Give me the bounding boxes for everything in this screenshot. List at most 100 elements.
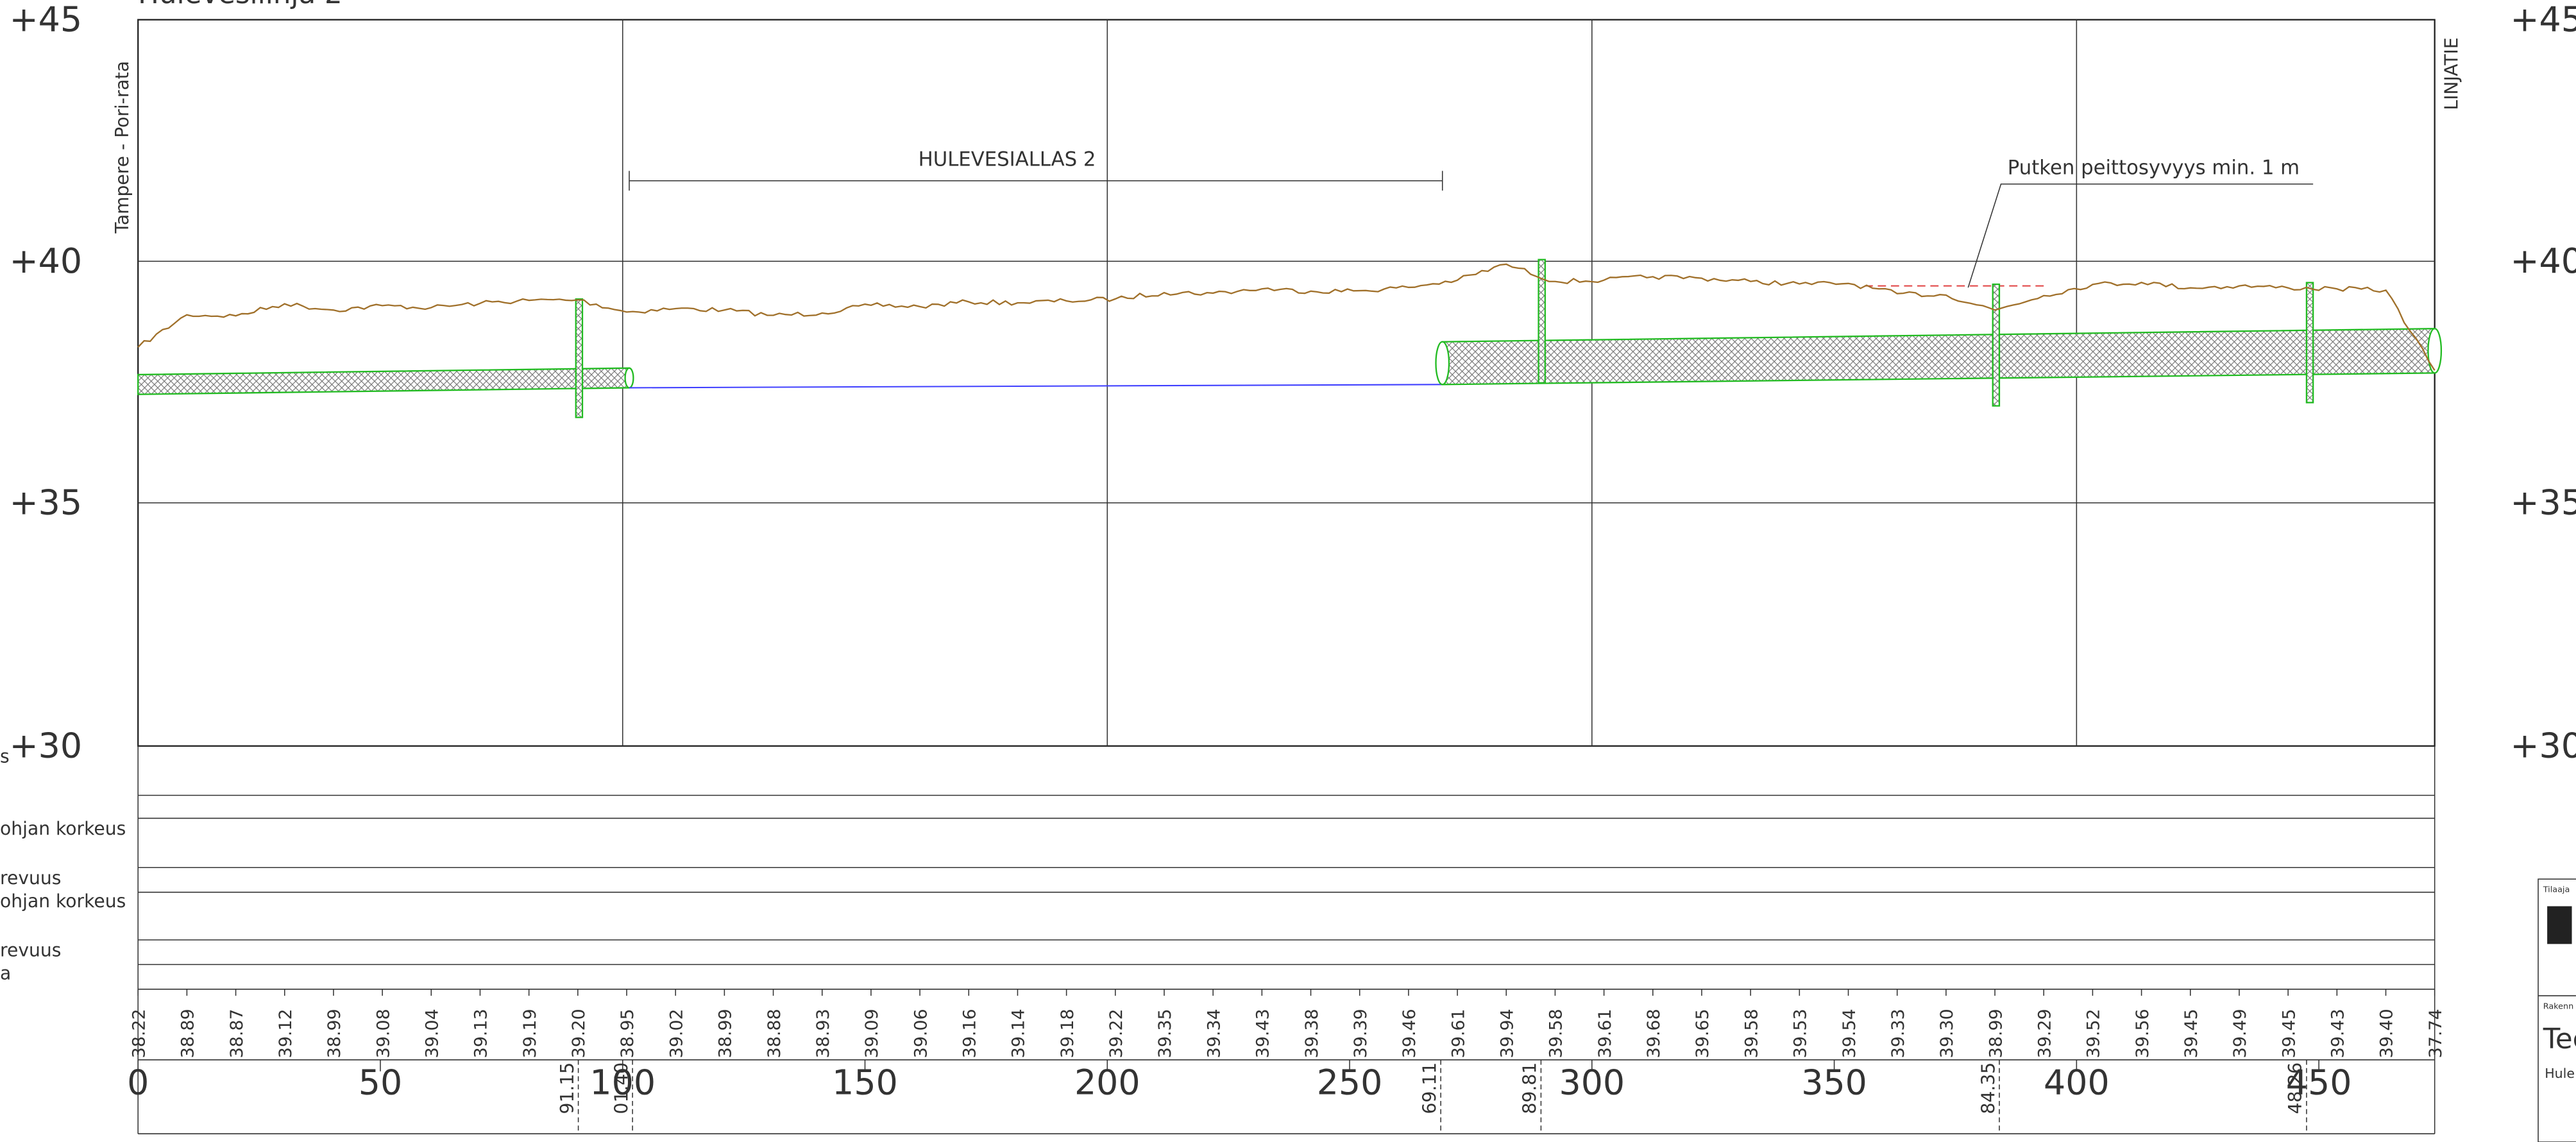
elevation-label: +40 bbox=[10, 241, 82, 281]
ground-level: 39.45 bbox=[2182, 1009, 2201, 1058]
ground-level: 39.43 bbox=[2328, 1009, 2348, 1058]
elevation-label: +40 bbox=[2510, 241, 2576, 281]
ground-level: 39.19 bbox=[520, 1009, 540, 1058]
ground-level: 38.99 bbox=[325, 1009, 344, 1058]
ground-level: 37.74 bbox=[2426, 1009, 2446, 1058]
project-name: Tec bbox=[2543, 1023, 2576, 1055]
pipe-end bbox=[1435, 341, 1450, 386]
project-subtitle: Hule bbox=[2545, 1066, 2575, 1081]
station-label: 300 bbox=[1559, 1062, 1625, 1103]
ground-level: 39.33 bbox=[1888, 1009, 1908, 1058]
start-label: Tampere - Pori-rata bbox=[112, 61, 133, 234]
ground-level: 39.58 bbox=[1741, 1009, 1761, 1058]
basin-line bbox=[629, 384, 1443, 389]
ground-level: 39.02 bbox=[666, 1009, 686, 1058]
manhole bbox=[1538, 259, 1546, 384]
project-label: Rakenn bbox=[2543, 1002, 2574, 1012]
ground-level: 38.95 bbox=[618, 1009, 638, 1058]
client-logo bbox=[2547, 906, 2572, 944]
manhole bbox=[575, 298, 584, 418]
structure-level: 91.15 bbox=[557, 1062, 578, 1114]
ground-level: 39.12 bbox=[276, 1009, 296, 1058]
ground-level: 39.58 bbox=[1546, 1009, 1566, 1058]
ground-level: 38.93 bbox=[813, 1009, 833, 1058]
elevation-label: +30 bbox=[2510, 726, 2576, 766]
ground-level: 39.56 bbox=[2133, 1009, 2153, 1058]
structure-level: 84.35 bbox=[1978, 1062, 1999, 1114]
ground-level: 39.46 bbox=[1400, 1009, 1419, 1058]
elevation-label: +35 bbox=[2510, 482, 2576, 523]
ground-level: 39.39 bbox=[1351, 1009, 1371, 1058]
elevation-label: +45 bbox=[2510, 0, 2576, 40]
pipe-end bbox=[624, 367, 634, 389]
ground-level: 39.54 bbox=[1840, 1009, 1860, 1058]
ground-level: 39.04 bbox=[423, 1009, 443, 1058]
ground-level: 39.35 bbox=[1155, 1009, 1175, 1058]
client-label: Tilaaja bbox=[2543, 885, 2570, 895]
ground-level: 38.89 bbox=[178, 1009, 198, 1058]
structure-level: 01.40 bbox=[611, 1062, 632, 1114]
ground-level: 39.22 bbox=[1106, 1009, 1126, 1058]
ground-level: 39.61 bbox=[1448, 1009, 1468, 1058]
station-label: 100 bbox=[589, 1062, 656, 1103]
ground-level: 38.87 bbox=[227, 1009, 247, 1058]
drawing-title: Hulevesilinja 2 bbox=[138, 0, 342, 10]
station-label: 350 bbox=[1801, 1062, 1867, 1103]
ground-level: 39.68 bbox=[1644, 1009, 1664, 1058]
title-block bbox=[2538, 878, 2576, 1142]
cover-leader bbox=[1967, 183, 2314, 288]
row-label: s bbox=[0, 746, 10, 767]
ground-level: 39.40 bbox=[2377, 1009, 2397, 1058]
row-label: revuus bbox=[0, 867, 61, 889]
pipe-left bbox=[137, 367, 631, 395]
ground-level: 39.16 bbox=[960, 1009, 980, 1058]
station-label: 50 bbox=[359, 1062, 402, 1103]
ground-level: 39.94 bbox=[1497, 1009, 1517, 1058]
ground-level: 39.29 bbox=[2035, 1009, 2055, 1058]
ground-level: 39.09 bbox=[862, 1009, 882, 1058]
elevation-label: +30 bbox=[10, 726, 82, 766]
ground-level: 38.99 bbox=[1986, 1009, 2006, 1058]
ground-level: 39.13 bbox=[471, 1009, 491, 1058]
ground-level: 39.61 bbox=[1595, 1009, 1615, 1058]
ground-level: 39.34 bbox=[1204, 1009, 1224, 1058]
ground-level: 39.08 bbox=[373, 1009, 393, 1058]
row-label: a bbox=[0, 962, 11, 984]
ground-level: 39.18 bbox=[1058, 1009, 1078, 1058]
station-label: 0 bbox=[127, 1062, 149, 1103]
pipe-right bbox=[1441, 328, 2436, 386]
ground-level: 39.52 bbox=[2084, 1009, 2104, 1058]
ground-line bbox=[137, 263, 2436, 371]
ground-level: 38.88 bbox=[765, 1009, 784, 1058]
structure-level: 69.11 bbox=[1419, 1062, 1441, 1114]
ground-level: 39.06 bbox=[911, 1009, 931, 1058]
ground-level: 39.30 bbox=[1937, 1009, 1957, 1058]
station-label: 450 bbox=[2286, 1062, 2352, 1103]
row-label: ohjan korkeus bbox=[0, 891, 126, 912]
elevation-label: +45 bbox=[10, 0, 82, 40]
station-label: 400 bbox=[2044, 1062, 2110, 1103]
pipe-end bbox=[2427, 328, 2443, 374]
station-label: 200 bbox=[1074, 1062, 1140, 1103]
ground-level: 39.20 bbox=[569, 1009, 589, 1058]
ground-level: 38.99 bbox=[716, 1009, 736, 1058]
structure-level: 48.26 bbox=[2285, 1062, 2306, 1114]
elevation-label: +35 bbox=[10, 482, 82, 523]
manhole bbox=[2305, 282, 2314, 404]
ground-level: 38.22 bbox=[129, 1009, 149, 1058]
band-lines bbox=[137, 746, 2436, 1134]
ground-level: 39.14 bbox=[1009, 1009, 1029, 1058]
cover-note: Putken peittosyvyys min. 1 m bbox=[2008, 156, 2300, 179]
ground-level: 39.65 bbox=[1693, 1009, 1713, 1058]
ground-level: 39.45 bbox=[2279, 1009, 2299, 1058]
ground-level: 39.53 bbox=[1791, 1009, 1811, 1058]
row-label: ohjan korkeus bbox=[0, 818, 126, 839]
station-label: 250 bbox=[1317, 1062, 1383, 1103]
end-label: LINJATIE bbox=[2441, 37, 2462, 110]
ground-level: 39.43 bbox=[1253, 1009, 1273, 1058]
ground-level: 39.49 bbox=[2230, 1009, 2250, 1058]
basin-label: HULEVESIALLAS 2 bbox=[919, 148, 1096, 171]
manhole bbox=[1992, 283, 2001, 407]
